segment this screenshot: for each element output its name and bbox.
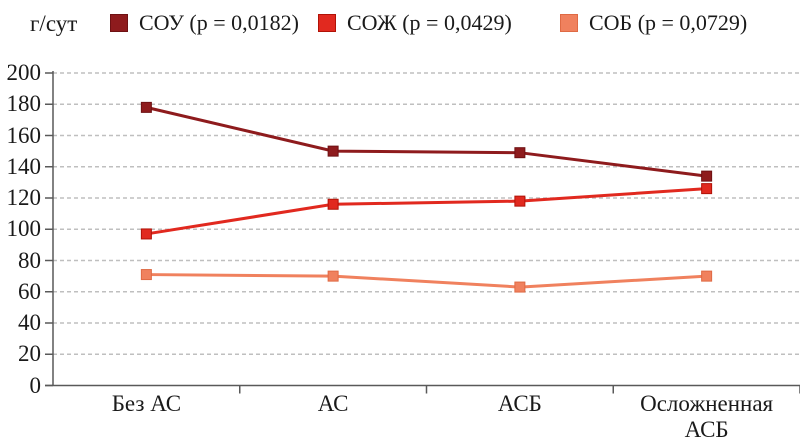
- legend-item-СОБ: СОБ (p = 0,0729): [560, 10, 747, 36]
- x-axis-label: АС: [317, 391, 349, 416]
- series-line-СОБ: [146, 273, 707, 289]
- chart-legend: г/сут СОУ (p = 0,0182) СОЖ (p = 0,0429) СО…: [0, 0, 800, 47]
- y-axis-tick-label: 120: [6, 185, 42, 210]
- legend-label: СОБ (p = 0,0729): [589, 10, 748, 35]
- y-axis-tick-label: 20: [18, 341, 41, 367]
- y-axis-tick-label: 140: [6, 153, 42, 179]
- legend-swatch-icon: [318, 14, 336, 32]
- y-axis-tick-label: 80: [18, 247, 41, 273]
- data-point-СОБ: [140, 269, 152, 281]
- data-point-СОУ: [701, 170, 713, 182]
- data-point-СОБ: [327, 270, 339, 282]
- legend-swatch-icon: [110, 14, 128, 32]
- y-axis-tick-label: 180: [6, 91, 42, 117]
- data-point-СОЖ: [514, 195, 526, 207]
- data-point-СОБ: [701, 270, 713, 282]
- legend-label: СОУ (p = 0,0182): [139, 10, 299, 35]
- legend-item-СОУ: СОУ (p = 0,0182): [110, 10, 299, 36]
- x-axis-label: Без АС: [111, 391, 182, 416]
- y-axis-tick-label: 0: [29, 372, 42, 398]
- data-point-СОЖ: [327, 198, 339, 210]
- y-axis-unit-label: г/сут: [30, 11, 78, 36]
- data-point-СОЖ: [140, 228, 152, 240]
- y-axis-tick-label: 60: [18, 278, 41, 304]
- data-point-СОУ: [514, 147, 526, 159]
- x-axis-label: Осложненная АСБ: [640, 391, 774, 442]
- series-line-СОЖ: [146, 187, 707, 236]
- series-line-СОУ: [146, 105, 707, 178]
- legend-item-СОЖ: СОЖ (p = 0,0429): [318, 10, 512, 36]
- legend-swatch-icon: [560, 14, 578, 32]
- legend-label: СОЖ (p = 0,0429): [347, 10, 512, 35]
- y-axis-tick-label: 160: [6, 122, 42, 148]
- data-point-СОУ: [140, 101, 152, 113]
- y-axis-tick-label: 200: [6, 60, 42, 85]
- y-axis-tick-label: 100: [6, 216, 42, 242]
- data-point-СОБ: [514, 281, 526, 293]
- y-axis-tick-label: 40: [18, 310, 41, 335]
- data-point-СОУ: [327, 145, 339, 157]
- data-point-СОЖ: [701, 183, 713, 195]
- x-axis-label: АСБ: [497, 391, 542, 416]
